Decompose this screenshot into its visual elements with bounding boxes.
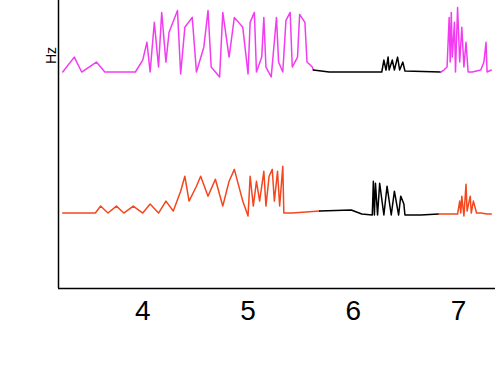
svg-text:4: 4 xyxy=(135,295,151,326)
svg-text:7: 7 xyxy=(451,295,467,326)
svg-text:6: 6 xyxy=(346,295,362,326)
svg-text:5: 5 xyxy=(240,295,256,326)
svg-text:Hz: Hz xyxy=(43,47,59,64)
